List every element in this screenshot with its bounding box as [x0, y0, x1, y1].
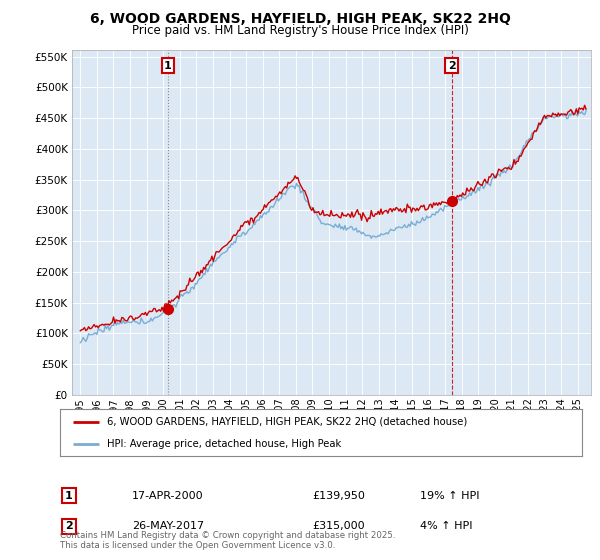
Text: HPI: Average price, detached house, High Peak: HPI: Average price, detached house, High… — [107, 438, 341, 449]
Text: £139,950: £139,950 — [312, 491, 365, 501]
Text: 2: 2 — [65, 521, 73, 531]
Text: 1: 1 — [164, 61, 172, 71]
Text: 26-MAY-2017: 26-MAY-2017 — [132, 521, 204, 531]
Text: 17-APR-2000: 17-APR-2000 — [132, 491, 203, 501]
Text: Price paid vs. HM Land Registry's House Price Index (HPI): Price paid vs. HM Land Registry's House … — [131, 24, 469, 36]
Text: Contains HM Land Registry data © Crown copyright and database right 2025.
This d: Contains HM Land Registry data © Crown c… — [60, 530, 395, 550]
Text: 19% ↑ HPI: 19% ↑ HPI — [420, 491, 479, 501]
Text: 4% ↑ HPI: 4% ↑ HPI — [420, 521, 473, 531]
Text: 2: 2 — [448, 61, 455, 71]
Text: £315,000: £315,000 — [312, 521, 365, 531]
Text: 6, WOOD GARDENS, HAYFIELD, HIGH PEAK, SK22 2HQ: 6, WOOD GARDENS, HAYFIELD, HIGH PEAK, SK… — [89, 12, 511, 26]
Text: 6, WOOD GARDENS, HAYFIELD, HIGH PEAK, SK22 2HQ (detached house): 6, WOOD GARDENS, HAYFIELD, HIGH PEAK, SK… — [107, 417, 467, 427]
Text: 1: 1 — [65, 491, 73, 501]
